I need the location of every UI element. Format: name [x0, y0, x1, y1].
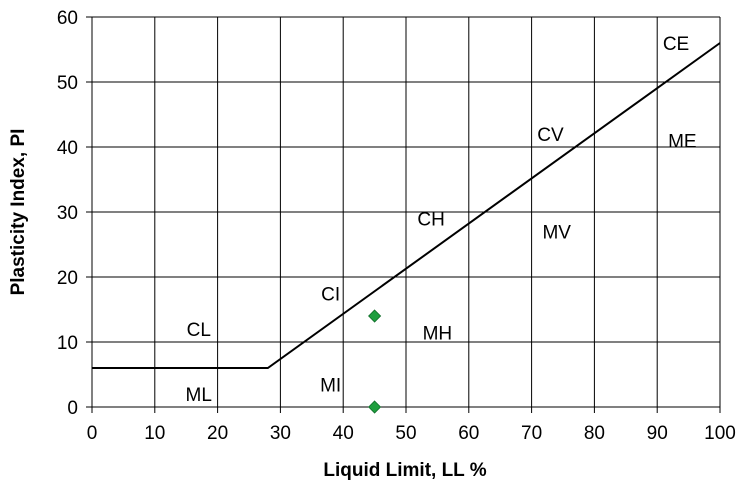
- zone-labels: CE CV ME CH MV CI CL MH ML MI: [186, 34, 697, 406]
- y-tick-label: 40: [57, 138, 78, 159]
- zone-label-ml: ML: [186, 385, 212, 406]
- x-axis-title: Liquid Limit, LL %: [323, 460, 486, 481]
- x-tick-label: 20: [207, 423, 228, 444]
- y-tick-label: 20: [57, 268, 78, 289]
- y-tick-label: 10: [57, 333, 78, 354]
- zone-label-mh: MH: [423, 323, 453, 344]
- grid-lines: [86, 16, 721, 413]
- y-axis-title: Plasticity Index, PI: [8, 129, 29, 296]
- zone-label-ch: CH: [417, 210, 444, 231]
- zone-label-ce: CE: [663, 34, 689, 55]
- data-point-diamond: [368, 309, 382, 323]
- x-tick-label: 100: [704, 423, 736, 444]
- x-tick-label: 30: [270, 423, 291, 444]
- x-tick-label: 0: [87, 423, 98, 444]
- x-tick-label: 10: [144, 423, 165, 444]
- zone-label-mi: MI: [320, 375, 341, 396]
- y-tick-label: 0: [67, 398, 78, 419]
- zone-label-cl: CL: [187, 320, 211, 341]
- x-tick-label: 50: [395, 423, 416, 444]
- x-tick-label: 90: [647, 423, 668, 444]
- zone-label-mv: MV: [542, 223, 571, 244]
- y-tick-label: 60: [57, 8, 78, 29]
- x-tick-label: 40: [333, 423, 354, 444]
- series-layer: [92, 42, 721, 414]
- tick-labels: 0 10 20 30 40 50 60 70 80 90 100 0 10 20 30 40 50 60: [57, 8, 736, 444]
- data-point-diamond: [368, 400, 382, 414]
- x-tick-label: 80: [584, 423, 605, 444]
- x-tick-label: 70: [521, 423, 542, 444]
- a-line-series: [92, 42, 721, 369]
- zone-label-ci: CI: [321, 284, 340, 305]
- y-tick-label: 30: [57, 203, 78, 224]
- zone-label-cv: CV: [537, 125, 564, 146]
- x-tick-label: 60: [458, 423, 479, 444]
- y-tick-label: 50: [57, 73, 78, 94]
- zone-label-me: ME: [668, 132, 697, 153]
